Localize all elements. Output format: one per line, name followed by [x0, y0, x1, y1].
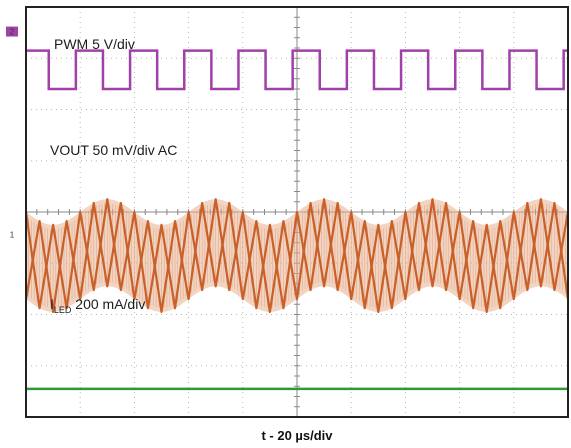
x-axis-label: t - 20 µs/div — [261, 428, 333, 443]
ground-markers: 214 — [6, 26, 18, 240]
pwm-trace — [26, 49, 568, 91]
iled-label-main: I — [50, 296, 54, 312]
iled-label-subscript: LED — [54, 305, 72, 315]
iled-label-rest: 200 mA/div — [71, 296, 145, 312]
pwm-marker-text: 2 — [10, 28, 15, 37]
pwm-ground-marker: 2 — [6, 26, 18, 37]
vout-trace-b — [24, 201, 570, 314]
vout-trace-a — [24, 198, 570, 310]
iled-trace-label: ILED 200 mA/div — [50, 296, 145, 315]
vout-trace-label: VOUT 50 mV/div AC — [50, 142, 177, 158]
pwm-marker-box — [6, 26, 18, 37]
pwm-trace-label: PWM 5 V/div — [54, 36, 135, 52]
plot-frame — [25, 6, 569, 418]
traces — [24, 49, 570, 391]
vout-ground-marker: 1 — [10, 231, 15, 240]
